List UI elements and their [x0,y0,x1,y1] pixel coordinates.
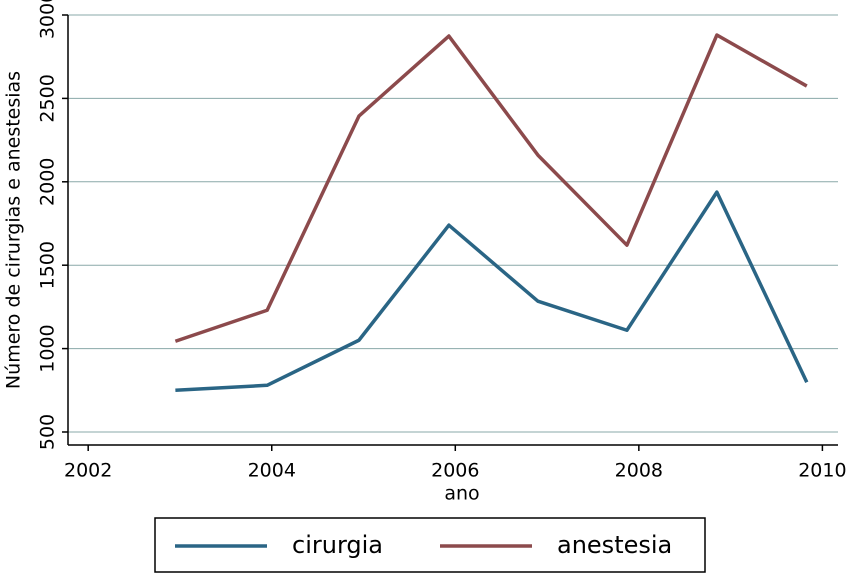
y-tick-label: 1000 [37,324,59,372]
x-tick-label: 2008 [615,460,663,482]
y-tick-label: 2500 [37,74,59,122]
y-tick-label: 3000 [37,0,59,39]
legend-label: cirurgia [292,531,383,559]
y-axis-title: Número de cirurgias e anestesias [3,71,25,389]
y-tick-label: 1500 [37,241,59,289]
x-axis-title: ano [444,483,479,505]
line-series [175,190,809,393]
y-tick-label: 500 [37,414,59,450]
x-tick-label: 2002 [64,460,112,482]
y-tick-label: 2000 [37,158,59,206]
x-tick-label: 2010 [798,460,846,482]
x-tick-label: 2004 [248,460,296,482]
legend-label: anestesia [557,531,672,559]
line-series [174,33,808,343]
x-tick-label: 2006 [431,460,479,482]
